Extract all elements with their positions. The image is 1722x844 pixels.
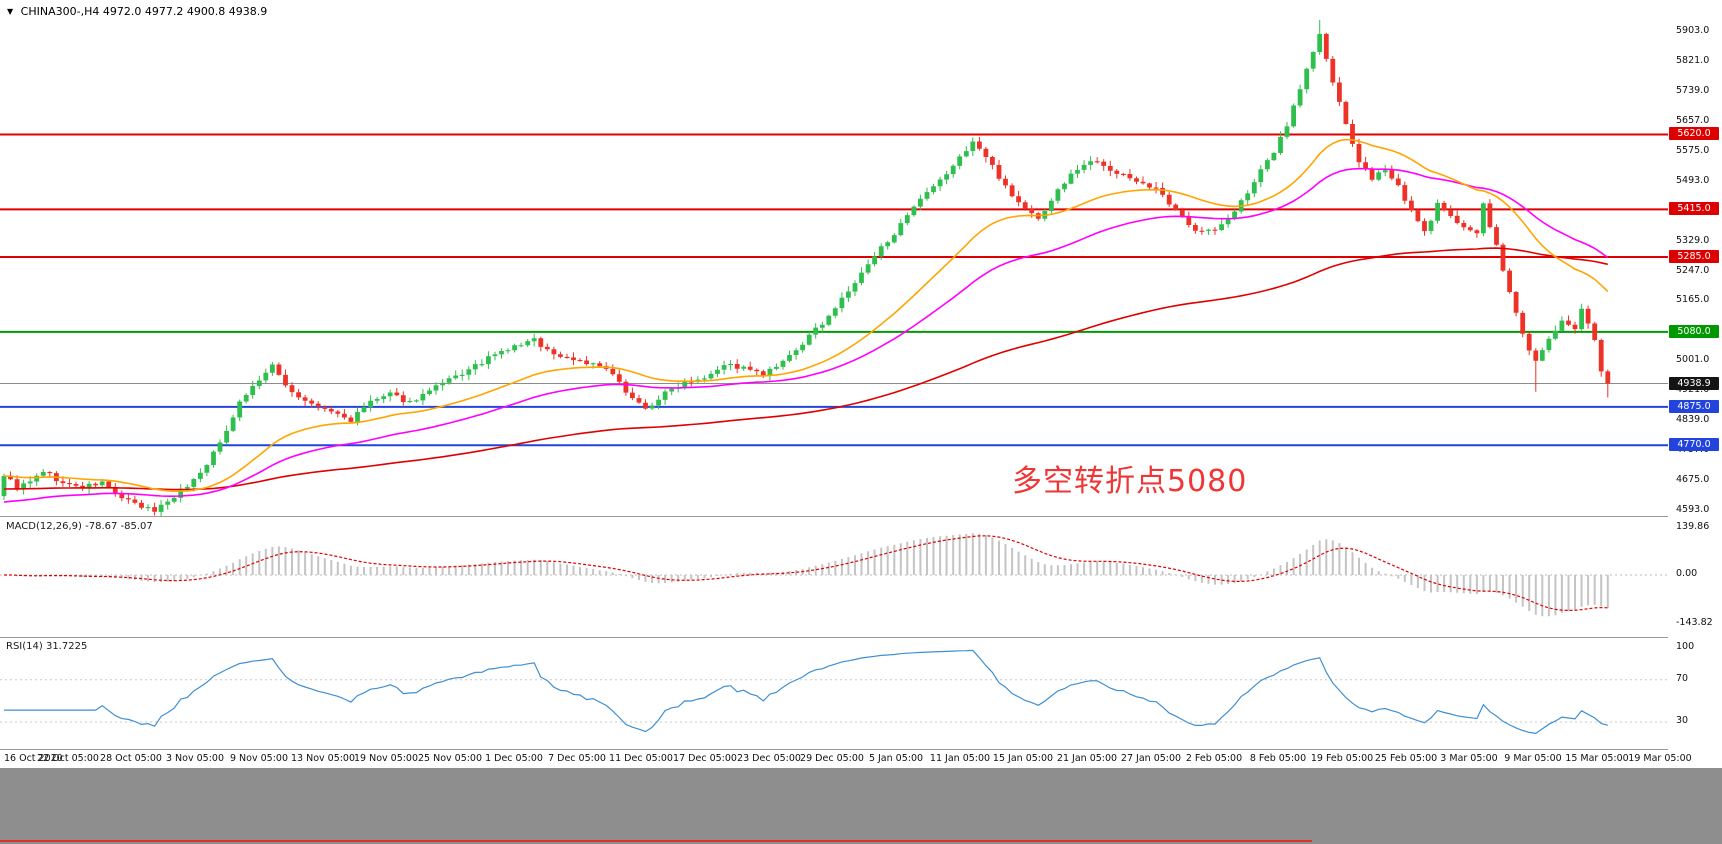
price-axis[interactable]: 5903.05821.05739.05657.05575.05493.05411… [1668,0,1722,750]
macd-axis-label: -143.82 [1676,617,1713,628]
hline-price-tag: 5620.0 [1669,127,1719,140]
macd-axis-label: 139.86 [1676,521,1710,532]
price-chart-panel[interactable] [0,0,1668,517]
time-axis-label: 5 Jan 05:00 [868,753,924,764]
time-axis-label: 3 Mar 05:00 [1440,753,1498,764]
panel-separator[interactable] [0,516,1722,517]
time-axis-label: 25 Nov 05:00 [417,753,483,764]
price-axis-label: 5165.0 [1676,294,1710,305]
hline-price-tag: 5285.0 [1669,250,1719,263]
time-axis-label: 11 Jan 05:00 [929,753,991,764]
time-axis-label: 28 Oct 05:00 [100,753,162,764]
current-price-tag: 4938.9 [1669,377,1719,390]
hline-price-tag: 5080.0 [1669,325,1719,338]
time-axis-label: 9 Nov 05:00 [229,753,289,764]
price-axis-label: 5329.0 [1676,235,1710,246]
macd-chart[interactable] [0,517,1668,637]
rsi-chart[interactable] [0,638,1668,749]
panel-separator[interactable] [0,637,1722,638]
price-axis-label: 5575.0 [1676,145,1710,156]
time-axis-label: 19 Mar 05:00 [1628,753,1692,764]
panel-separator [0,749,1722,750]
time-axis-label: 23 Dec 05:00 [737,753,801,764]
price-axis-label: 4675.0 [1676,474,1710,485]
time-axis-label: 15 Mar 05:00 [1565,753,1629,764]
time-axis-label: 17 Dec 05:00 [673,753,737,764]
time-axis-label: 22 Oct 05:00 [37,753,99,764]
macd-axis-label: 0.00 [1676,568,1698,579]
candlestick-chart[interactable] [0,0,1668,517]
bottom-strip [0,768,1722,844]
time-axis-label: 25 Feb 05:00 [1374,753,1438,764]
time-axis-label: 9 Mar 05:00 [1504,753,1562,764]
time-axis-label: 21 Jan 05:00 [1056,753,1118,764]
time-axis-label: 11 Dec 05:00 [609,753,673,764]
time-axis-label: 8 Feb 05:00 [1249,753,1307,764]
time-axis-label: 15 Jan 05:00 [992,753,1054,764]
bottom-red-line [0,840,1312,842]
time-axis-label: 19 Nov 05:00 [353,753,419,764]
time-axis[interactable]: 16 Oct 2020 22 Oct 05:00 28 Oct 05:00 3 Nov… [0,750,1692,768]
price-axis-label: 5001.0 [1676,354,1710,365]
chart-annotation-text: 多空转折点5080 [1012,464,1248,499]
price-axis-label: 5821.0 [1676,55,1710,66]
price-axis-label: 5657.0 [1676,115,1710,126]
ohlc-readout: 4972.0 4977.2 4900.8 4938.9 [102,5,268,18]
time-axis-label: 19 Feb 05:00 [1310,753,1374,764]
rsi-indicator-label: RSI(14) 31.7225 [6,641,88,652]
time-axis-label: 3 Nov 05:00 [165,753,225,764]
time-axis-label: 27 Jan 05:00 [1120,753,1182,764]
time-axis-label: 1 Dec 05:00 [485,753,543,764]
rsi-panel[interactable] [0,638,1668,749]
hline-price-tag: 4770.0 [1669,438,1719,451]
symbol-info: ▼ CHINA300-,H4 4972.0 4977.2 4900.8 4938… [7,5,267,18]
time-axis-label: 29 Dec 05:00 [800,753,864,764]
price-axis-label: 5493.0 [1676,175,1710,186]
price-axis-label: 4593.0 [1676,504,1710,515]
time-axis-label: 2 Feb 05:00 [1185,753,1243,764]
hline-price-tag: 5415.0 [1669,202,1719,215]
rsi-axis-label: 70 [1676,673,1689,684]
time-axis-label: 13 Nov 05:00 [290,753,356,764]
price-axis-label: 5247.0 [1676,265,1710,276]
macd-panel[interactable] [0,517,1668,637]
rsi-axis-label: 100 [1676,641,1695,652]
price-axis-label: 5903.0 [1676,25,1710,36]
price-axis-label: 4839.0 [1676,414,1710,425]
rsi-axis-label: 30 [1676,715,1689,726]
chart-dropdown-icon[interactable]: ▼ [7,7,14,16]
time-axis-label: 16 Oct 2020 [4,753,63,764]
hline-price-tag: 4875.0 [1669,400,1719,413]
symbol-timeframe-label: CHINA300-,H4 [20,5,100,18]
price-axis-label: 5739.0 [1676,85,1710,96]
macd-indicator-label: MACD(12,26,9) -78.67 -85.07 [6,521,153,532]
time-axis-label: 7 Dec 05:00 [548,753,606,764]
